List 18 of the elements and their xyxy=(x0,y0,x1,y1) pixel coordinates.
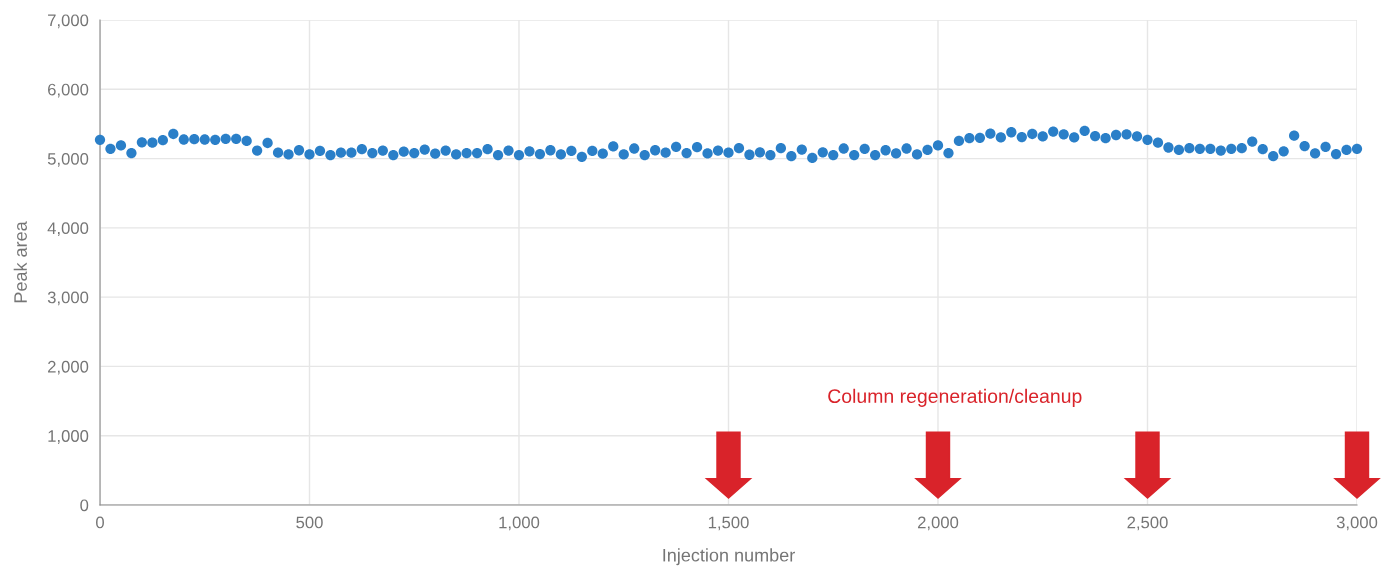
x-tick-label: 500 xyxy=(296,516,323,529)
x-tick-label: 1,000 xyxy=(499,516,540,531)
x-tick-label: 2,000 xyxy=(917,516,959,531)
x-tick-label: 1,500 xyxy=(708,516,749,531)
y-tick-label: 0 xyxy=(80,499,89,512)
annotation: Column regeneration/cleanup xyxy=(828,388,1082,407)
y-tick-label: 4,000 xyxy=(47,222,89,237)
y-axis-title: Peak area xyxy=(13,221,27,303)
y-tick-label: 2,000 xyxy=(48,360,89,375)
x-axis-title: Injection number xyxy=(663,548,795,566)
y-tick-label: 3,000 xyxy=(47,291,89,306)
x-tick-label: 2,500 xyxy=(1127,516,1168,531)
x-tick-label: 3,000 xyxy=(1336,516,1378,531)
y-tick-label: 6,000 xyxy=(48,83,89,98)
y-tick-label: 5,000 xyxy=(47,152,89,167)
y-tick-label: 7,000 xyxy=(48,14,89,29)
x-tick-label: 0 xyxy=(96,516,104,529)
y-tick-label: 1,000 xyxy=(48,430,89,444)
